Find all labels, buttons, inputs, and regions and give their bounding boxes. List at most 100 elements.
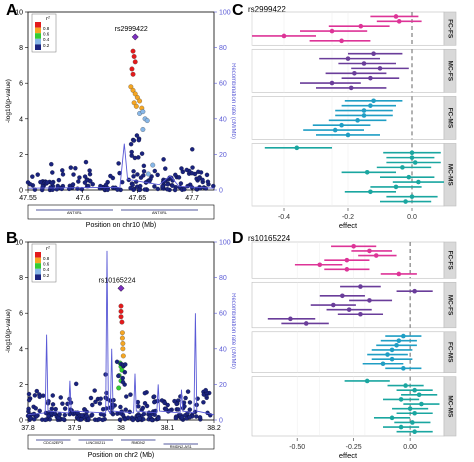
effect-point xyxy=(403,383,408,388)
facet-strip xyxy=(443,241,457,279)
snp-point xyxy=(173,172,178,178)
snp-point-r2-orange xyxy=(119,335,125,341)
facet-strip xyxy=(443,11,457,46)
snp-point xyxy=(62,412,68,418)
snp-point xyxy=(89,412,95,418)
snp-point xyxy=(179,415,185,420)
snp-point xyxy=(82,174,88,179)
snp-point xyxy=(90,402,95,408)
snp-point xyxy=(32,393,38,398)
snp-point xyxy=(138,183,143,189)
snp-point xyxy=(187,407,193,412)
effect-point xyxy=(281,33,287,39)
facet-strip-label: FC-MS xyxy=(446,108,453,129)
effect-point xyxy=(416,392,422,398)
effect-point xyxy=(348,85,354,91)
snp-point xyxy=(190,147,195,152)
snp-point xyxy=(201,400,206,405)
snp-point-r2-green xyxy=(116,385,122,391)
snp-point-r2-lightblue xyxy=(140,109,146,115)
facet-strip xyxy=(443,281,457,329)
snp-point xyxy=(131,138,137,143)
snp-point xyxy=(58,395,63,400)
snp-point xyxy=(141,411,147,417)
y-tick-label: 6 xyxy=(19,311,23,318)
x-tick-label: -0.25 xyxy=(346,444,362,451)
snp-point xyxy=(105,187,110,193)
snp-point xyxy=(152,184,157,189)
snp-point-r2-red xyxy=(132,59,138,65)
legend-swatch xyxy=(35,38,41,45)
y2-axis-label: Recombination rate (cM/Mb) xyxy=(230,63,236,139)
snp-point xyxy=(142,187,148,192)
snp-point xyxy=(123,407,128,412)
snp-point xyxy=(197,415,203,420)
legend-level-label: 0.8 xyxy=(43,26,50,31)
legend-level-label: 0.8 xyxy=(43,256,50,261)
snp-point-r2-red xyxy=(118,314,124,320)
effect-point xyxy=(398,397,404,402)
effect-point xyxy=(410,420,415,425)
effect-point xyxy=(358,284,363,289)
effect-point xyxy=(409,194,415,199)
effect-point xyxy=(400,165,405,170)
snp-point xyxy=(172,398,177,404)
snp-point xyxy=(87,172,93,177)
y2-tick-label: 60 xyxy=(219,311,227,318)
snp-point xyxy=(60,168,65,173)
effect-point xyxy=(331,302,336,308)
facet-strip xyxy=(443,96,457,140)
snp-point xyxy=(187,414,192,420)
y-axis-label: -log10(p-value) xyxy=(5,309,12,353)
effect-point xyxy=(416,179,421,185)
legend-title: r² xyxy=(46,246,50,252)
snp-point xyxy=(50,170,55,175)
snp-point xyxy=(163,166,168,171)
snp-point xyxy=(165,402,170,408)
snp-point-r2-orange xyxy=(134,94,140,100)
snp-point xyxy=(79,417,84,422)
y-tick-label: 8 xyxy=(19,45,23,52)
legend-level-label: 0.4 xyxy=(43,267,50,272)
x-tick-label: 47.55 xyxy=(19,195,37,202)
x-axis-label: Position on chr2 (Mb) xyxy=(88,452,155,459)
effect-point xyxy=(361,108,367,113)
snp-point xyxy=(170,183,175,188)
snp-point xyxy=(178,181,184,186)
snp-point xyxy=(130,417,136,423)
snp-point xyxy=(183,395,188,401)
effect-point xyxy=(332,127,338,133)
gene-label: LINC00211 xyxy=(86,441,105,445)
snp-point xyxy=(43,417,48,423)
recombination-rate-line xyxy=(27,250,215,416)
legend-swatch xyxy=(35,252,41,258)
effect-point xyxy=(329,80,335,86)
snp-point-r2-orange xyxy=(137,98,143,104)
effect-point xyxy=(371,51,376,57)
snp-point xyxy=(139,151,145,156)
snp-point xyxy=(32,187,38,192)
effect-point xyxy=(345,56,351,61)
snp-point xyxy=(86,183,91,189)
y-tick-label: 0 xyxy=(19,418,23,425)
legend-level-label: 0.6 xyxy=(43,262,50,267)
snp-point-r2-orange xyxy=(132,91,138,97)
legend-swatch xyxy=(35,268,41,275)
lead-snp-label: rs2999422 xyxy=(115,26,148,33)
snp-point-r2-orange xyxy=(119,330,125,336)
effect-point xyxy=(377,66,383,71)
snp-point xyxy=(138,175,144,180)
snp-point xyxy=(127,409,132,415)
effect-point xyxy=(412,429,417,434)
effect-point xyxy=(394,343,399,348)
snp-point xyxy=(156,416,161,421)
effect-point xyxy=(368,103,373,108)
snp-point xyxy=(173,415,179,421)
snp-point xyxy=(70,182,76,187)
snp-point xyxy=(49,406,54,411)
facet-strip-label: MC-FS xyxy=(446,61,453,82)
effect-point xyxy=(403,199,408,204)
gene-label: ANTXRL xyxy=(152,211,167,215)
lead-snp-marker xyxy=(117,284,125,292)
